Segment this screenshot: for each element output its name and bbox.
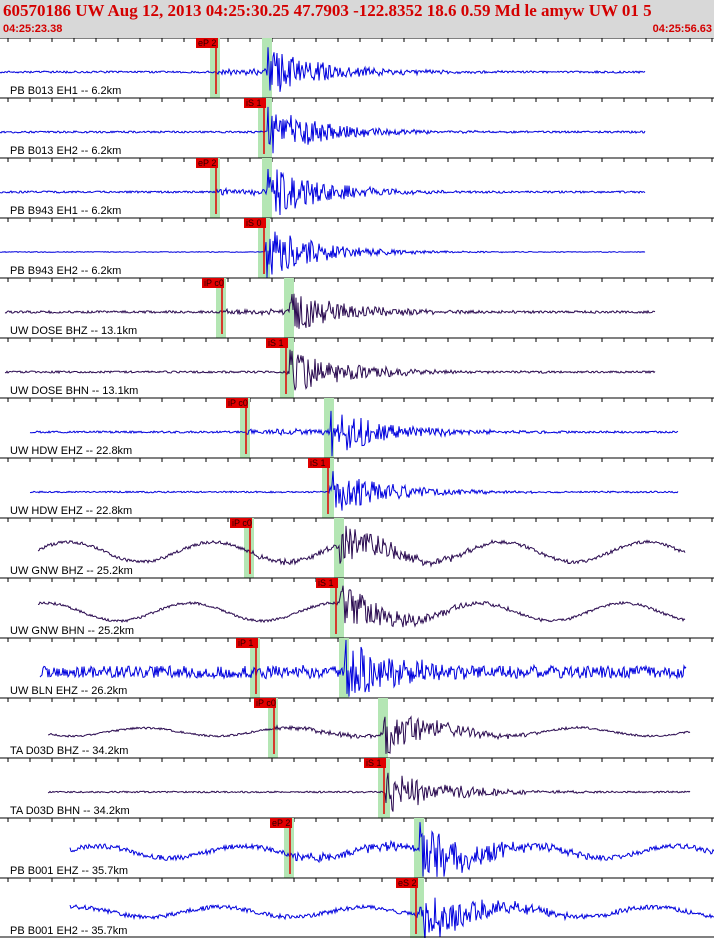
station-label: PB B013 EH1 -- 6.2km: [10, 85, 121, 97]
pick-label: iP c0: [204, 278, 224, 288]
pick-label-box: [364, 758, 386, 768]
station-label: TA D03D BHZ -- 34.2km: [10, 745, 128, 757]
waveform: [37, 585, 686, 628]
station-label: UW DOSE BHN -- 13.1km: [10, 385, 138, 397]
pick-label-box: [196, 38, 218, 48]
trace-row: iP c0 UW GNW BHZ -- 25.2km: [0, 517, 714, 578]
waveform: [69, 822, 714, 877]
pick-label: iP c0: [228, 398, 248, 408]
pick-label: iS 0: [246, 218, 262, 228]
s-pick-band: [334, 578, 344, 638]
event-title: 60570186 UW Aug 12, 2013 04:25:30.25 47.…: [3, 1, 652, 20]
trace-row: eP 2 PB B001 EHZ -- 35.7km: [0, 817, 714, 878]
station-label: PB B013 EH2 -- 6.2km: [10, 145, 121, 157]
p-pick-band: [210, 158, 220, 218]
s-pick-band: [324, 458, 334, 518]
p-pick-band: [284, 818, 294, 878]
p-pick-band: [268, 698, 278, 758]
station-label: UW DOSE BHZ -- 13.1km: [10, 325, 137, 337]
station-label: TA D03D BHN -- 34.2km: [10, 805, 130, 817]
trace-row: iS 1 UW HDW EHZ -- 22.8km: [0, 457, 714, 518]
pick-label-box: [226, 398, 248, 408]
waveform: [29, 471, 679, 511]
trace-row: iP c0 TA D03D BHZ -- 34.2km: [0, 697, 714, 758]
event-header: 60570186 UW Aug 12, 2013 04:25:30.25 47.…: [0, 0, 714, 38]
trace-row: iS 1 UW DOSE BHN -- 13.1km: [0, 337, 714, 398]
pick-label: eP 2: [198, 158, 216, 168]
pick-label-box: [236, 638, 258, 648]
pick-label: iS 1: [318, 578, 334, 588]
waveform: [4, 293, 656, 329]
pick-label: iS 1: [246, 98, 262, 108]
trace-row: iP 1 UW BLN EHZ -- 26.2km: [0, 637, 714, 698]
pick-label-box: [254, 698, 276, 708]
trace-row: iP c0 UW DOSE BHZ -- 13.1km: [0, 277, 714, 338]
trace-row: iP c0 UW HDW EHZ -- 22.8km: [0, 397, 714, 458]
pick-label: iP 1: [238, 638, 253, 648]
s-pick-band: [324, 398, 334, 458]
p-pick-band: [210, 38, 220, 98]
station-label: PB B001 EH2 -- 35.7km: [10, 925, 127, 937]
station-label: PB B001 EHZ -- 35.7km: [10, 865, 128, 877]
waveform: [29, 410, 679, 457]
trace-row: iS 1 PB B013 EH2 -- 6.2km: [0, 97, 714, 158]
waveform: [0, 47, 646, 92]
trace-row: iS 0 PB B943 EH2 -- 6.2km: [0, 217, 714, 278]
pick-label-box: [202, 278, 224, 288]
station-label: UW HDW EHZ -- 22.8km: [10, 445, 132, 457]
trace-row: eP 2 PB B943 EH1 -- 6.2km: [0, 157, 714, 218]
end-time-label: 04:25:56.63: [652, 23, 712, 35]
p-pick-band: [216, 278, 226, 338]
pick-label: eP 2: [272, 818, 290, 828]
pick-label: iP c0: [232, 518, 252, 528]
waveform: [69, 897, 714, 938]
p-pick-band: [244, 518, 254, 578]
waveform: [0, 168, 646, 216]
station-label: UW BLN EHZ -- 26.2km: [10, 685, 127, 697]
pick-label-box: [230, 518, 252, 528]
p-pick-band: [240, 398, 250, 458]
pick-label-box: [244, 98, 266, 108]
waveform: [4, 349, 656, 391]
s-pick-band: [380, 758, 390, 818]
trace-row: iS 1 UW GNW BHN -- 25.2km: [0, 577, 714, 638]
station-label: PB B943 EH1 -- 6.2km: [10, 205, 121, 217]
trace-row: iS 1 TA D03D BHN -- 34.2km: [0, 757, 714, 818]
p-pick-band: [250, 638, 260, 698]
waveform: [39, 639, 687, 697]
pick-label-box: [266, 338, 288, 348]
pick-label-box: [316, 578, 338, 588]
seismogram-plot: eP 2 PB B013 EH1 -- 6.2km iS 1 PB B013 EH2 …: [0, 38, 714, 938]
pick-label: iP c0: [256, 698, 276, 708]
waveform: [0, 106, 646, 154]
station-label: UW GNW BHN -- 25.2km: [10, 625, 134, 637]
pick-label-box: [196, 158, 218, 168]
s-pick-band: [414, 878, 424, 938]
pick-label-box: [308, 458, 330, 468]
station-label: UW GNW BHZ -- 25.2km: [10, 565, 133, 577]
pick-label: eP 2: [198, 38, 216, 48]
start-time-label: 04:25:23.38: [3, 23, 63, 35]
station-label: PB B943 EH2 -- 6.2km: [10, 265, 121, 277]
trace-row: eP 2 PB B013 EH1 -- 6.2km: [0, 38, 714, 98]
waveform: [47, 715, 691, 754]
pick-label-box: [244, 218, 266, 228]
pick-label: iS 1: [366, 758, 382, 768]
pick-label: iS 1: [268, 338, 284, 348]
waveform: [37, 525, 686, 568]
waveform: [47, 772, 691, 812]
pick-label: eS 2: [398, 878, 417, 888]
station-label: UW HDW EHZ -- 22.8km: [10, 505, 132, 517]
pick-label-box: [270, 818, 292, 828]
trace-row: eS 2 PB B001 EH2 -- 35.7km: [0, 877, 714, 938]
pick-label: iS 1: [310, 458, 326, 468]
waveform: [0, 231, 646, 278]
pick-label-box: [396, 878, 418, 888]
